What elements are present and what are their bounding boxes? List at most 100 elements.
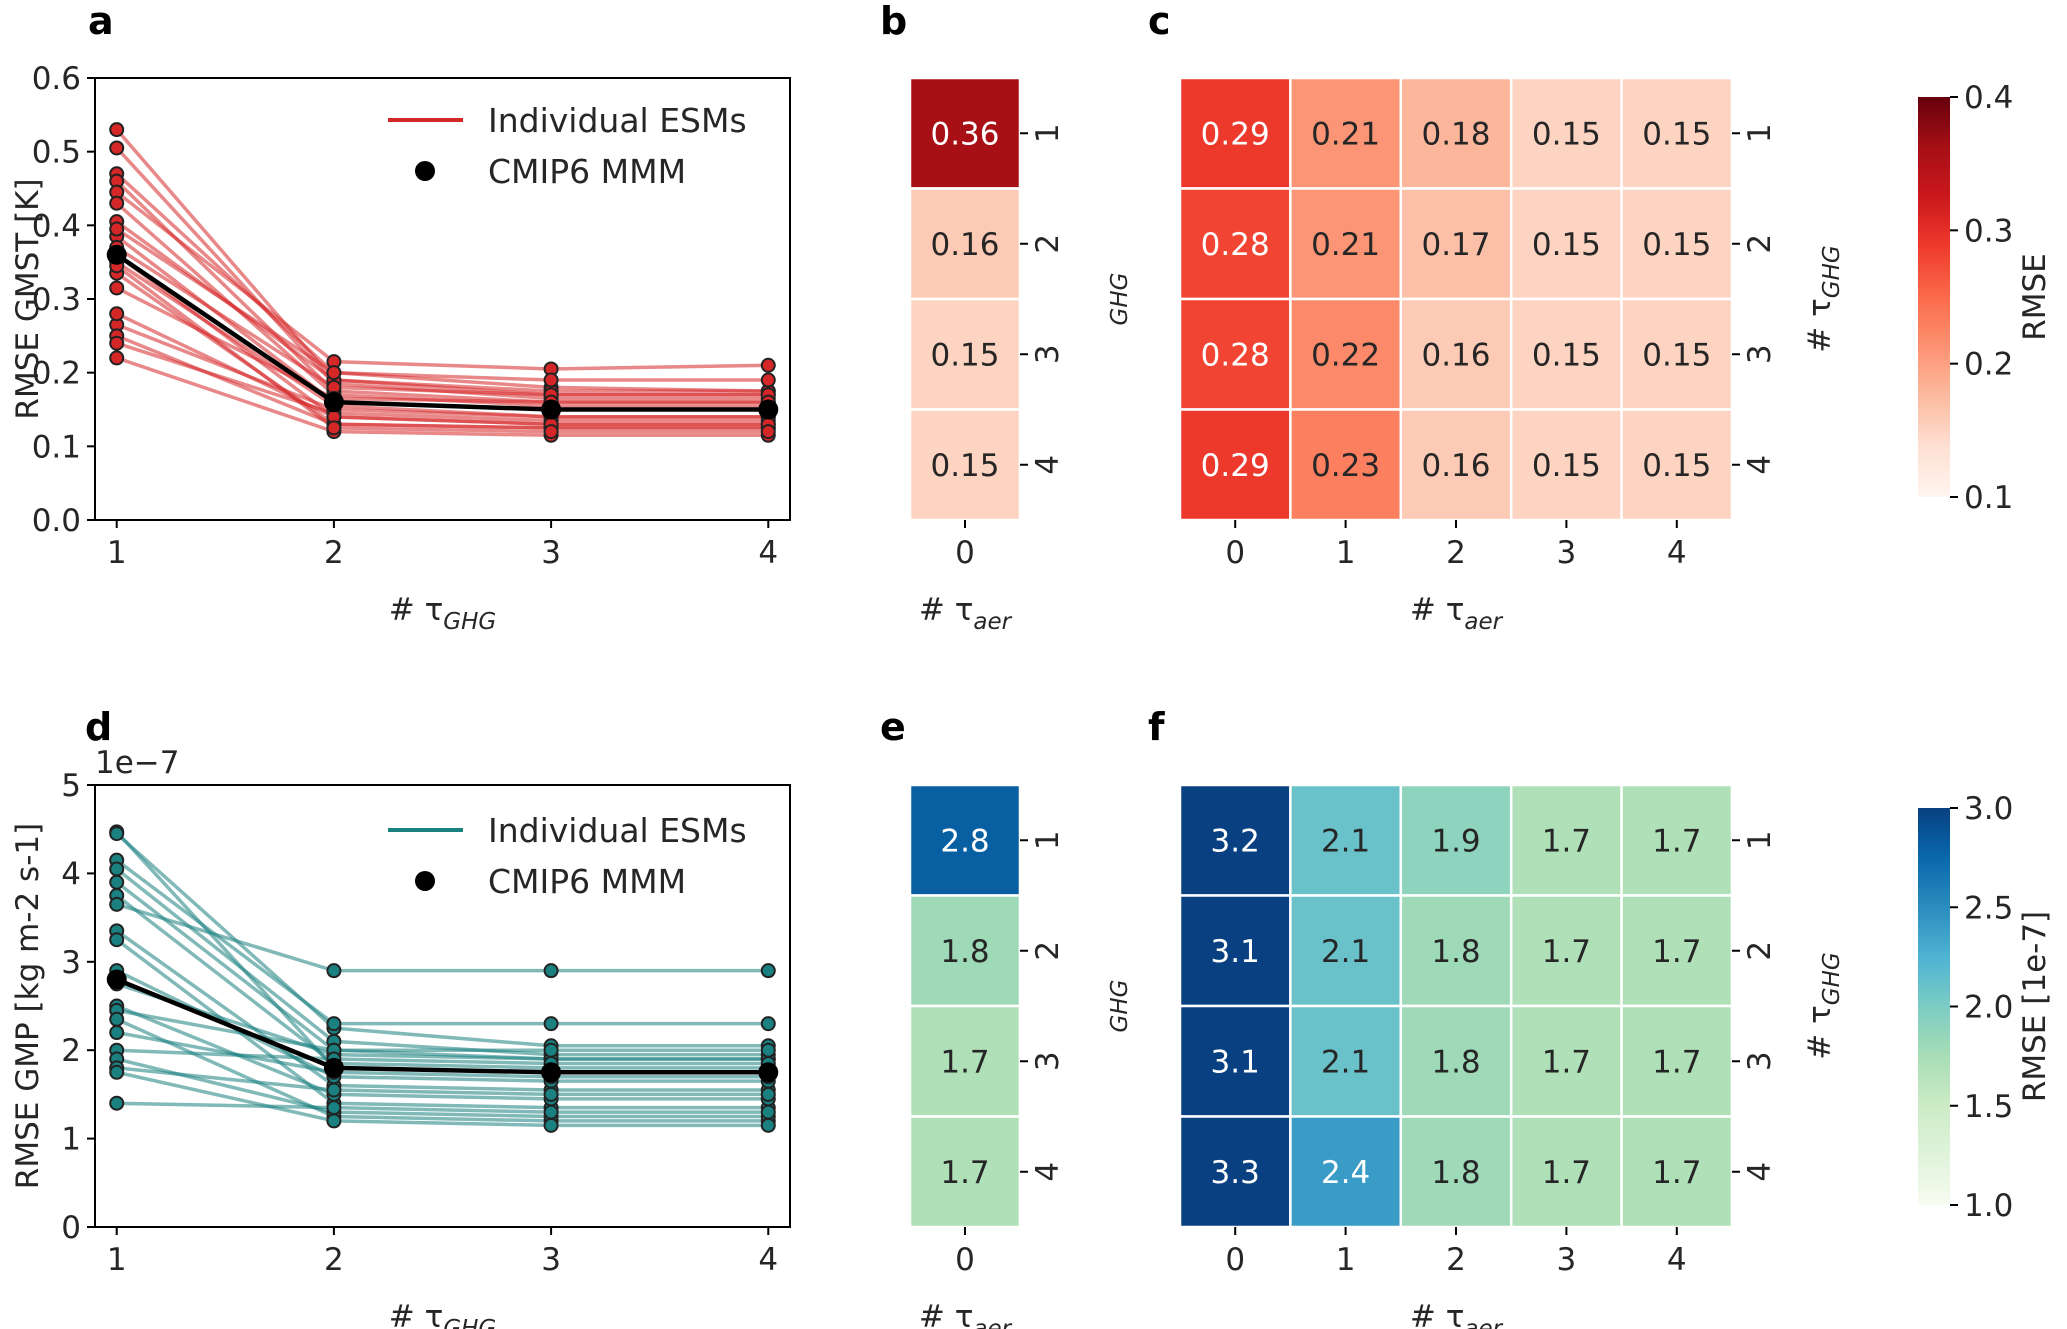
esm-point — [109, 140, 125, 156]
esm-line — [116, 341, 769, 423]
heatmap-cell — [1399, 187, 1513, 301]
heatmap-cell-value: 0.15 — [930, 448, 999, 484]
esm-point — [760, 1104, 776, 1120]
heatmap-cell-value: 1.7 — [1542, 1155, 1591, 1191]
x-tick-label: 1 — [107, 535, 127, 571]
panel-f: 3.2 2.1 1.9 1.7 1.7 3.1 2.1 1.8 1.7 1.7 3.1 2.1 1.8 1… — [1178, 783, 2053, 1278]
y-tick-label: 1 — [1742, 830, 1778, 850]
mmm-point — [758, 1062, 779, 1083]
y-axis-label: # τGHG — [1802, 245, 1845, 352]
esm-point — [109, 1011, 125, 1027]
heatmap-cell — [1509, 76, 1623, 190]
heatmap-cell — [1178, 76, 1292, 190]
heatmap-cell — [1289, 1115, 1403, 1229]
esm-point — [543, 963, 559, 979]
esm-point — [109, 861, 125, 877]
esm-point — [109, 932, 125, 948]
x-tick-label: 3 — [1557, 535, 1577, 571]
heatmap-cell-value: 0.18 — [1421, 116, 1490, 152]
heatmap-cell — [1289, 783, 1403, 897]
esm-line — [116, 334, 769, 430]
colorbar-tick-label: 0.1 — [1964, 480, 2013, 516]
x-tick-label: 2 — [324, 535, 344, 571]
esm-line — [115, 832, 769, 1048]
esm-line — [116, 1030, 769, 1079]
esm-point — [543, 1117, 559, 1133]
x-tick-label: 3 — [541, 1242, 561, 1278]
heatmap-cell — [1289, 297, 1403, 411]
y-tick-label: 3 — [1742, 1051, 1778, 1071]
esm-point — [109, 896, 125, 912]
heatmap-cell-value: 0.28 — [1201, 227, 1270, 263]
heatmap-cell — [1509, 894, 1623, 1008]
heatmap-cell-value: 0.16 — [1421, 337, 1490, 373]
y-tick-label: 0.5 — [32, 135, 81, 171]
esm-point — [109, 195, 125, 211]
colorbar — [1918, 97, 1950, 497]
x-tick-label: 2 — [1446, 1242, 1466, 1278]
heatmap-cell-value: 3.1 — [1211, 1044, 1260, 1080]
esm-point — [760, 1016, 776, 1032]
esm-point — [543, 424, 559, 440]
heatmap-cell — [908, 408, 1022, 522]
x-tick-label: 3 — [1557, 1242, 1577, 1278]
heatmap-cell-value: 0.22 — [1311, 337, 1380, 373]
heatmap-cell — [1620, 408, 1734, 522]
esm-line — [116, 902, 769, 973]
mmm-point — [323, 392, 344, 413]
colorbar-tick-label: 0.2 — [1964, 347, 2013, 383]
legend-dot-swatch — [415, 871, 435, 891]
y-tick-label: 2 — [1742, 941, 1778, 961]
y-axis-label: # τGHG — [1802, 952, 1845, 1059]
esm-point — [326, 1113, 342, 1129]
esm-point — [760, 424, 776, 440]
panel-letter-f: f — [1148, 705, 1165, 749]
esm-point — [760, 1042, 776, 1058]
x-tick-label: 0 — [1225, 535, 1245, 571]
legend-cmip6-mmm: CMIP6 MMM — [488, 862, 686, 901]
mmm-point — [541, 1062, 562, 1083]
y-axis-label: RMSE GMST [K] — [10, 178, 46, 419]
esm-line — [116, 1070, 769, 1128]
mmm-line — [115, 977, 769, 1075]
heatmap-cell-value: 0.21 — [1311, 227, 1380, 263]
heatmap-cell-value: 3.3 — [1211, 1155, 1260, 1191]
heatmap-cell — [1178, 408, 1292, 522]
colorbar-tick-label: 3.0 — [1964, 791, 2013, 827]
x-tick-label: 1 — [1336, 535, 1356, 571]
heatmap-cell-value: 1.8 — [940, 934, 989, 970]
heatmap-cell — [1620, 1115, 1734, 1229]
heatmap-cell-value: 0.15 — [1532, 448, 1601, 484]
esm-point — [109, 280, 125, 296]
y-tick-label: 3 — [1742, 344, 1778, 364]
esm-point — [109, 350, 125, 366]
x-tick-label: 2 — [1446, 535, 1466, 571]
heatmap-cell-value: 0.28 — [1201, 337, 1270, 373]
legend-cmip6-mmm: CMIP6 MMM — [488, 152, 686, 191]
heatmap-cell-value: 0.15 — [930, 337, 999, 373]
heatmap-cell-value: 3.1 — [1211, 934, 1260, 970]
heatmap-cell-value: 0.15 — [1532, 227, 1601, 263]
x-axis-label: # τaer — [919, 1299, 1013, 1329]
esm-line — [115, 312, 769, 426]
heatmap-cell-value: 3.2 — [1211, 823, 1260, 859]
esm-line — [115, 172, 769, 393]
y-tick-label: 1 — [61, 1122, 81, 1158]
esm-point — [109, 1064, 125, 1080]
x-tick-label: 4 — [758, 535, 778, 571]
y-tick-label: 0.1 — [32, 429, 81, 465]
esm-point — [543, 372, 559, 388]
esm-line — [116, 1101, 769, 1114]
y-tick-label: 3 — [1030, 344, 1066, 364]
heatmap-cell — [1620, 1004, 1734, 1118]
x-axis-label: # τaer — [919, 592, 1013, 635]
mmm-point — [323, 1057, 344, 1078]
x-tick-label: 1 — [1336, 1242, 1356, 1278]
heatmap-cell-value: 0.15 — [1642, 116, 1711, 152]
esm-point — [760, 1086, 776, 1102]
heatmap-cell-value: 1.7 — [1652, 934, 1701, 970]
axes-frame — [94, 784, 791, 1228]
esm-line — [116, 1004, 769, 1101]
esm-point — [326, 365, 342, 381]
